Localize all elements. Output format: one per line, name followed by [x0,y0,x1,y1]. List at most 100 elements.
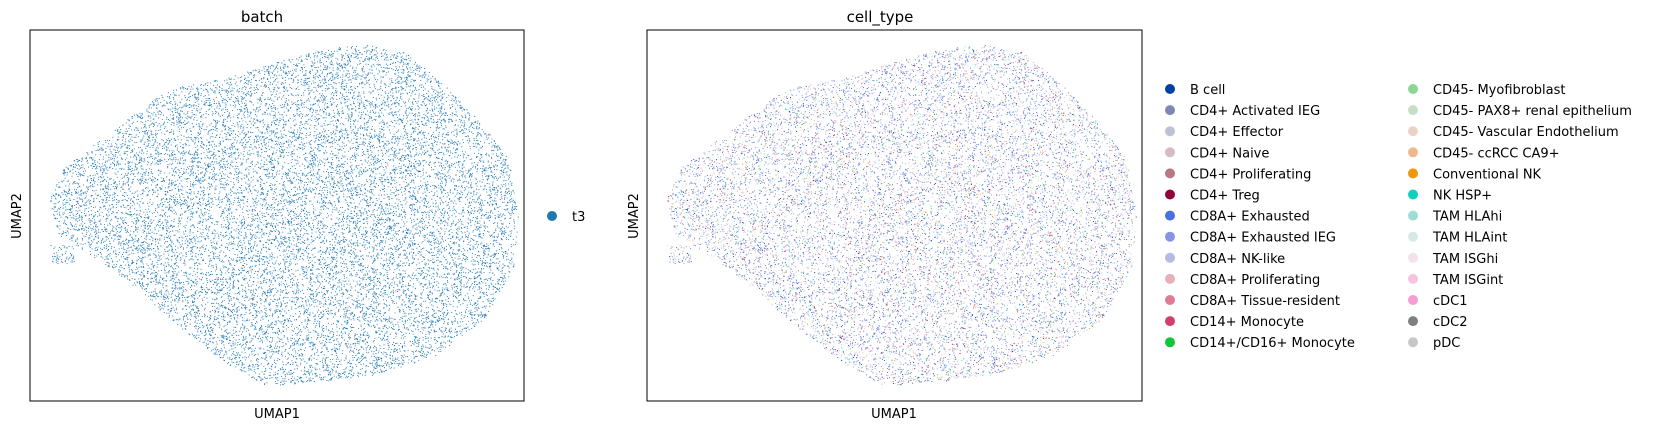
data-point [271,223,272,224]
data-point [393,295,394,296]
data-point [86,204,87,205]
data-point [286,108,287,109]
data-point [292,343,293,344]
data-point [473,124,474,125]
data-point [472,323,473,324]
data-point [402,263,403,264]
data-point [324,98,325,99]
data-point [186,290,187,291]
data-point [312,89,313,90]
data-point [360,263,361,264]
data-point [212,174,213,175]
data-point [306,252,307,253]
data-point [188,251,189,252]
data-point [422,132,423,133]
data-point [471,159,472,160]
data-point [161,223,162,224]
data-point [332,159,333,160]
data-point [352,179,353,180]
data-point [222,260,223,261]
data-point [477,134,478,135]
data-point [299,186,300,187]
data-point [230,201,231,202]
data-point [202,298,203,299]
data-point [492,304,493,305]
data-point [235,340,236,341]
data-point [369,186,370,187]
data-point [281,321,282,322]
data-point [193,259,194,260]
data-point [205,308,206,309]
data-point [342,82,343,83]
data-point [437,274,438,275]
data-point [447,212,448,213]
data-point [488,232,489,233]
data-point [255,313,256,314]
data-point [411,162,412,163]
data-point [509,272,510,273]
data-point [334,304,335,305]
data-point [401,156,402,157]
data-point [241,235,242,236]
data-point [384,367,385,368]
data-point [272,322,273,323]
data-point [108,160,109,161]
data-point [366,294,367,295]
data-point [292,380,293,381]
data-point [172,152,173,153]
data-point [171,279,172,280]
data-point [446,182,447,183]
data-point [90,254,91,255]
data-point [179,172,180,173]
data-point [298,242,299,243]
data-point [319,314,320,315]
data-point [441,191,442,192]
data-point [351,324,352,325]
data-point [252,284,253,285]
data-point [212,306,213,307]
data-point [439,329,440,330]
data-point [371,145,372,146]
data-point [117,171,118,172]
data-point [301,182,302,183]
data-point [424,76,425,77]
data-point [228,362,229,363]
data-point [196,203,197,204]
data-point [259,329,260,330]
data-point [223,155,224,156]
data-point [334,376,335,377]
data-point [201,253,202,254]
data-point [376,274,377,275]
data-point [173,125,174,126]
data-point [201,128,202,129]
data-point [389,143,390,144]
data-point [363,228,364,229]
data-point [330,183,331,184]
data-point [326,187,327,188]
data-point [215,287,216,288]
data-point [348,280,349,281]
data-point [345,210,346,211]
data-point [442,213,443,214]
data-point [192,242,193,243]
data-point [182,158,183,159]
data-point [203,247,204,248]
data-point [470,245,471,246]
data-point [107,192,108,193]
data-point [432,324,433,325]
data-point [363,314,364,315]
data-point [399,298,400,299]
data-point [362,304,363,305]
data-point [392,154,393,155]
data-point [301,113,302,114]
data-point [327,66,328,67]
data-point [236,352,237,353]
data-point [167,164,168,165]
data-point [319,318,320,319]
data-point [231,227,232,228]
data-point [415,143,416,144]
data-point [508,175,509,176]
data-point [431,346,432,347]
data-point [96,150,97,151]
data-point [433,206,434,207]
